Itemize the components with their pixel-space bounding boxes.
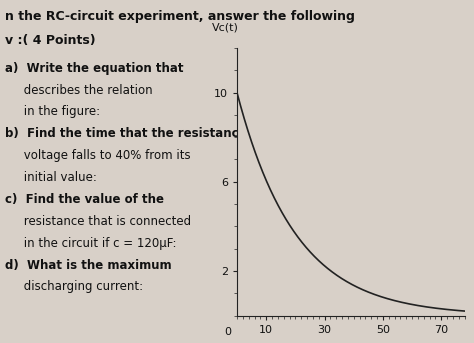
Text: n the RC-circuit experiment, answer the following: n the RC-circuit experiment, answer the … [5,10,355,23]
Text: voltage falls to 40% from its: voltage falls to 40% from its [5,149,191,162]
Text: t(s): t(s) [473,326,474,336]
Text: c)  Find the value of the: c) Find the value of the [5,193,164,206]
Text: in the circuit if c = 120μF:: in the circuit if c = 120μF: [5,237,176,250]
Text: resistance that is connected: resistance that is connected [5,215,191,228]
Text: 0: 0 [224,327,231,337]
Text: initial value:: initial value: [5,171,97,184]
Text: Vc(t): Vc(t) [212,22,239,33]
Text: d)  What is the maximum: d) What is the maximum [5,259,172,272]
Text: discharging current:: discharging current: [5,281,143,293]
Text: describes the relation: describes the relation [5,84,152,97]
Text: in the figure:: in the figure: [5,106,100,118]
Text: b)  Find the time that the resistance: b) Find the time that the resistance [5,127,246,140]
Text: v :( 4 Points): v :( 4 Points) [5,34,95,47]
Text: a)  Write the equation that: a) Write the equation that [5,62,183,75]
